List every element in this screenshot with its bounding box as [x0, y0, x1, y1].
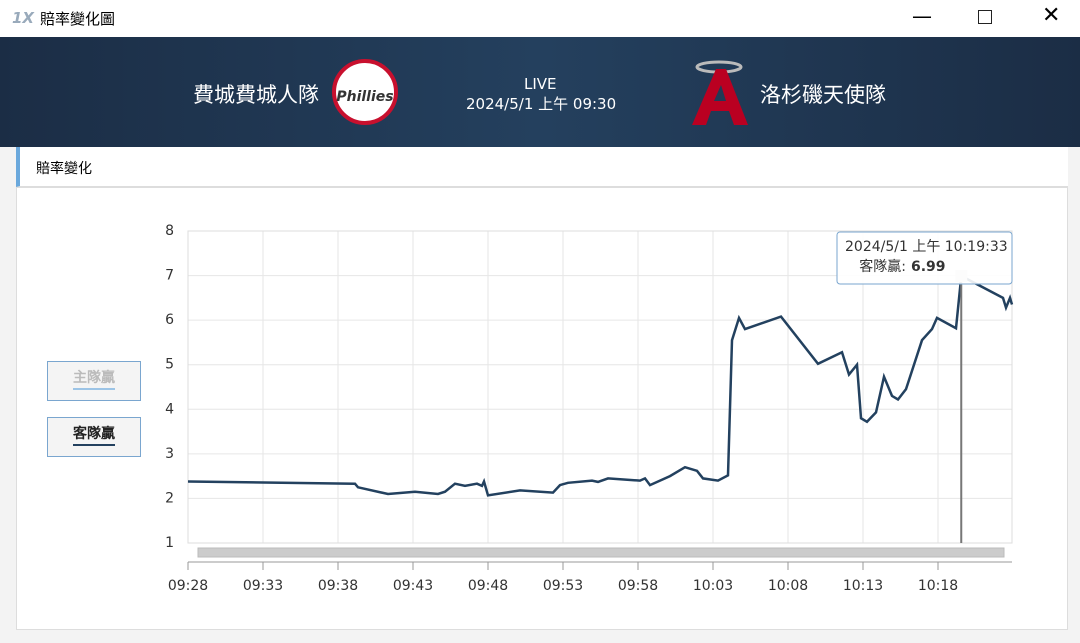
window-title: 賠率變化圖: [40, 10, 116, 28]
tooltip-name: 客隊贏:: [859, 258, 906, 275]
x-tick-label: 10:13: [843, 578, 883, 594]
x-tick-label: 09:28: [168, 578, 208, 594]
minimize[interactable]: —: [912, 4, 932, 28]
y-tick-label: 6: [165, 312, 174, 328]
away-team: 洛杉磯天使隊: [760, 83, 886, 107]
y-tick-label: 8: [165, 223, 174, 239]
x-tick-label: 09:53: [543, 578, 583, 594]
home-logo: Phillies: [332, 59, 398, 125]
y-tick-label: 5: [165, 357, 174, 373]
maximize[interactable]: [978, 10, 992, 24]
legend-button[interactable]: 主隊贏: [47, 361, 141, 401]
home-team: 費城費城人隊: [193, 83, 319, 107]
away-logo: [692, 60, 748, 125]
tooltip: 2024/5/1 上午 10:19:33 客隊贏: 6.99: [836, 231, 1013, 285]
line-series: [187, 274, 1014, 497]
legend-label: 主隊贏: [73, 370, 115, 386]
section-header: 賠率變化: [16, 147, 1068, 187]
svg-text:Phillies: Phillies: [336, 89, 393, 105]
y-tick-label: 1: [165, 535, 174, 551]
close[interactable]: ✕: [1042, 3, 1061, 28]
y-tick-label: 2: [165, 490, 174, 506]
y-tick-label: 7: [165, 268, 174, 284]
match-banner: 費城費城人隊 Phillies LIVE 2024/5/1 上午 09:30 洛…: [0, 37, 1080, 147]
tooltip-value: 6.99: [911, 259, 946, 275]
legend-label: 客隊贏: [73, 426, 115, 442]
x-tick-label: 09:43: [393, 578, 433, 594]
x-tick-label: 10:08: [768, 578, 808, 594]
match-time: 2024/5/1 上午 09:30: [466, 95, 617, 113]
tooltip-title: 2024/5/1 上午 10:19:33: [845, 239, 1008, 255]
x-tick-label: 09:33: [243, 578, 283, 594]
legend-button[interactable]: 客隊贏: [47, 417, 141, 457]
x-tick-label: 09:38: [318, 578, 358, 594]
app-icon: 1X: [12, 9, 35, 27]
x-tick-label: 09:58: [618, 578, 658, 594]
x-tick-label: 10:18: [918, 578, 958, 594]
y-tick-label: 3: [165, 446, 174, 462]
scrollbar: [197, 547, 1005, 558]
title-bar: 1X 賠率變化圖 — ✕: [0, 0, 1080, 37]
plot-border: [187, 230, 1013, 544]
y-tick-label: 4: [165, 401, 174, 417]
tooltip-box: [836, 231, 1013, 285]
status: LIVE: [524, 75, 557, 93]
section-title: 賠率變化: [36, 161, 92, 177]
x-tick-label: 09:48: [468, 578, 508, 594]
x-tick-label: 10:03: [693, 578, 733, 594]
